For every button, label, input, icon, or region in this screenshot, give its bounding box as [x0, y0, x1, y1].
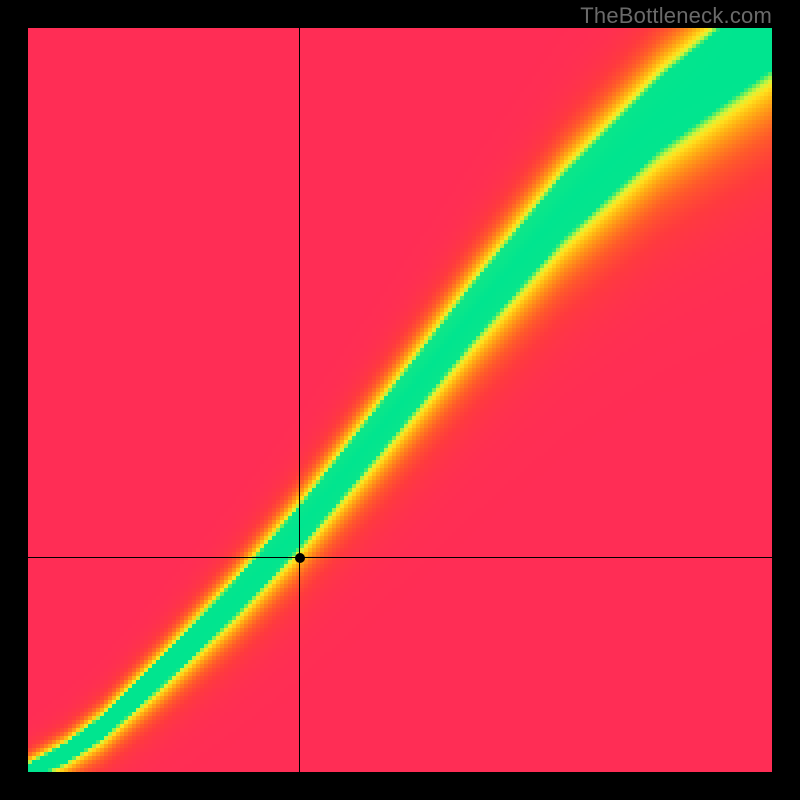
heatmap-canvas: [28, 28, 772, 772]
crosshair-vertical: [299, 28, 300, 772]
crosshair-horizontal: [28, 557, 772, 558]
plot-area: [28, 28, 772, 772]
watermark-text: TheBottleneck.com: [580, 3, 772, 29]
crosshair-point: [295, 553, 305, 563]
